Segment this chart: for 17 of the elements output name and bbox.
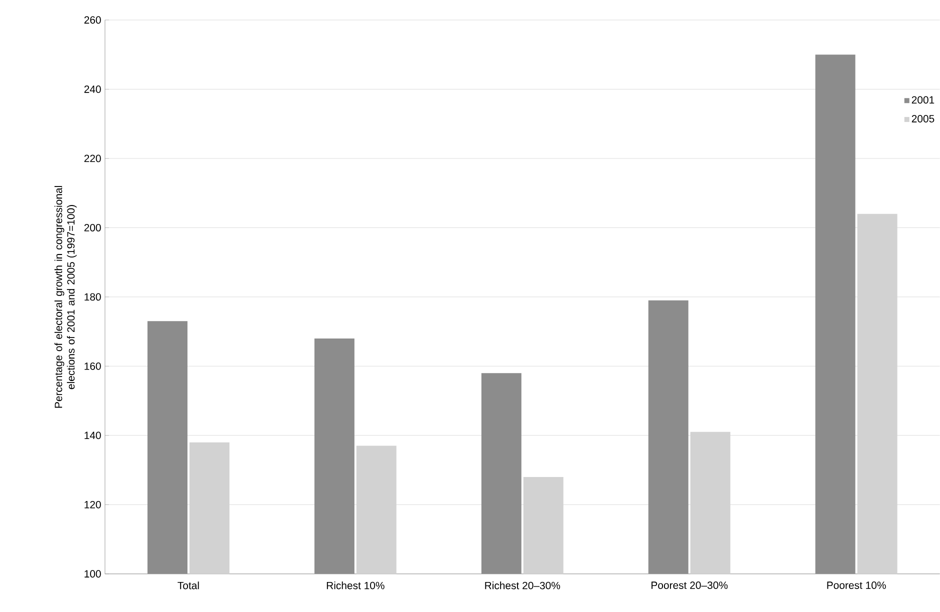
x-tick-label: Richest 10% <box>326 582 384 590</box>
y-tick-label: 240 <box>84 86 101 93</box>
x-tick-label: Poorest 10% <box>827 582 886 590</box>
legend-label: 2001 <box>912 96 934 104</box>
x-tick-label: Poorest 20–30% <box>652 582 728 590</box>
y-tick-label: 160 <box>84 362 101 370</box>
y-tick-label: 220 <box>84 154 101 162</box>
x-tick-label: Richest 20–30% <box>485 582 560 590</box>
y-tick-label: 140 <box>84 432 101 440</box>
y-tick-label: 260 <box>84 16 101 24</box>
x-tick-label: Total <box>178 582 199 590</box>
y-tick-label: 200 <box>84 224 101 232</box>
y-tick-label: 100 <box>84 570 101 578</box>
y-tick-label: 120 <box>84 501 101 508</box>
legend-label: 2005 <box>912 115 934 123</box>
y-tick-label: 180 <box>84 293 101 301</box>
y-axis-title: Percentage of electoral growth in congressional elections of 2001 and 2005 (1997=100) <box>54 186 77 408</box>
